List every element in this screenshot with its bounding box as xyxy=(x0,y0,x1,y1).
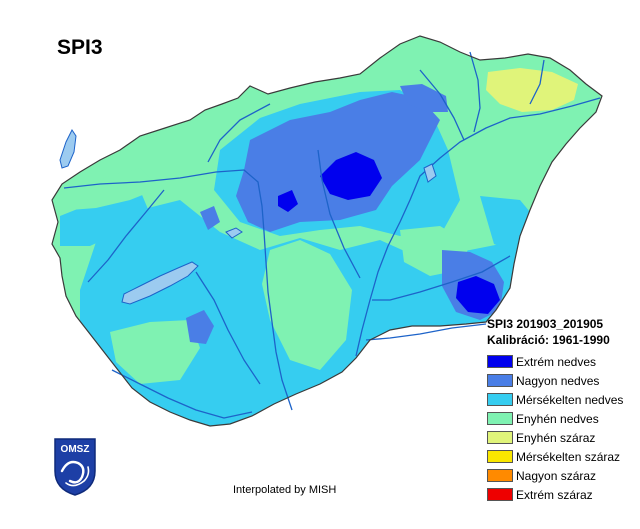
raba-river xyxy=(87,189,165,283)
legend-item-very-dry: Nagyon száraz xyxy=(487,466,637,485)
legend-item-extreme-wet: Extrém nedves xyxy=(487,352,637,371)
legend-label: Extrém száraz xyxy=(516,487,593,502)
legend-label: Mérsékelten száraz xyxy=(516,449,621,464)
legend-item-extreme-dry: Extrém száraz xyxy=(487,485,637,504)
zone-very-wet-west-blob xyxy=(200,206,220,230)
legend-label: Enyhén száraz xyxy=(516,430,596,445)
legend-label: Enyhén nedves xyxy=(516,411,599,426)
koros-river xyxy=(372,255,511,301)
maros-river xyxy=(365,323,487,341)
legend-calibration: Kalibráció: 1961-1990 xyxy=(487,333,610,347)
zone-mildly-wet-northwest xyxy=(70,168,160,210)
legend-label: Nagyon nedves xyxy=(516,373,600,388)
hernad-river xyxy=(469,51,481,133)
legend-label: Mérsékelten nedves xyxy=(516,392,624,407)
zagyva-river xyxy=(317,149,361,279)
legend-swatch xyxy=(487,374,513,387)
lake-tisza xyxy=(423,163,437,183)
sio-river xyxy=(195,271,261,385)
footer-note: Interpolated by MISH xyxy=(233,484,337,496)
sajo-river xyxy=(419,69,465,141)
legend-swatch xyxy=(487,450,513,463)
logo-text: OMSZ xyxy=(61,444,90,455)
legend-swatch xyxy=(487,355,513,368)
lake-ferto xyxy=(59,129,77,169)
zone-mildly-dry-northeast xyxy=(486,68,578,112)
legend-item-moderately-dry: Mérsékelten száraz xyxy=(487,447,637,466)
map-title: SPI3 xyxy=(57,36,103,59)
legend-items: Extrém nedves Nagyon nedves Mérsékelten … xyxy=(487,352,637,504)
legend-item-mildly-dry: Enyhén száraz xyxy=(487,428,637,447)
legend: SPI3 201903_201905 Kalibráció: 1961-1990… xyxy=(487,316,637,504)
legend-swatch xyxy=(487,393,513,406)
danube-river xyxy=(63,169,293,411)
ipoly-river xyxy=(207,103,271,163)
legend-swatch xyxy=(487,412,513,425)
zone-moderately-wet-west xyxy=(60,190,150,246)
legend-swatch xyxy=(487,488,513,501)
omsz-logo: OMSZ xyxy=(52,437,98,497)
legend-item-moderately-wet: Mérsékelten nedves xyxy=(487,390,637,409)
rivers xyxy=(63,51,601,419)
zone-extreme-wet-north xyxy=(320,152,382,200)
legend-swatch xyxy=(487,431,513,444)
zone-extreme-wet-east xyxy=(456,276,500,314)
zone-very-wet-northeast-strip xyxy=(400,84,448,112)
tisza-river xyxy=(355,97,601,357)
lakes xyxy=(59,129,437,305)
legend-period: SPI3 201903_201905 xyxy=(487,317,604,331)
legend-item-very-wet: Nagyon nedves xyxy=(487,371,637,390)
zone-mildly-wet-southwest xyxy=(110,320,200,384)
zone-extreme-wet-north-small xyxy=(278,190,298,212)
bodrog-river xyxy=(529,59,545,105)
lake-balaton xyxy=(121,261,199,305)
zone-mildly-wet-danube-tisza xyxy=(262,240,352,370)
drava-river xyxy=(111,369,253,419)
lake-velence xyxy=(225,227,243,239)
legend-item-mildly-wet: Enyhén nedves xyxy=(487,409,637,428)
zone-very-wet-southwest-blob xyxy=(186,310,214,344)
legend-label: Extrém nedves xyxy=(516,354,597,369)
legend-swatch xyxy=(487,469,513,482)
legend-label: Nagyon száraz xyxy=(516,468,597,483)
omsz-logo-icon: OMSZ xyxy=(54,438,96,496)
